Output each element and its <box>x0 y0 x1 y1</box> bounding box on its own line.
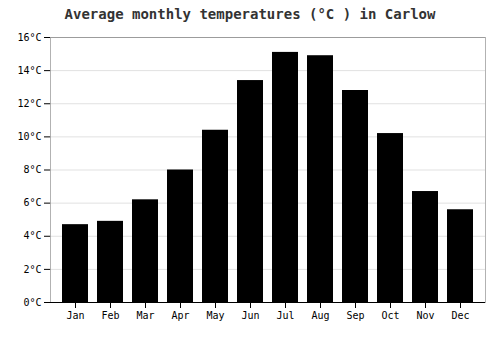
svg-text:May: May <box>206 310 224 321</box>
svg-text:8°C: 8°C <box>23 164 41 175</box>
svg-text:10°C: 10°C <box>17 131 41 142</box>
svg-text:Sep: Sep <box>346 310 364 321</box>
svg-text:6°C: 6°C <box>23 197 41 208</box>
svg-text:Jul: Jul <box>276 310 294 321</box>
svg-text:0°C: 0°C <box>23 297 41 308</box>
svg-text:2°C: 2°C <box>23 264 41 275</box>
svg-text:Oct: Oct <box>381 310 399 321</box>
svg-text:Mar: Mar <box>136 310 154 321</box>
html-text:Average monthly temperatures (: Average monthly temperatures (°C ) in Ca… <box>64 6 436 22</box>
svg-text:14°C: 14°C <box>17 65 41 76</box>
svg-text:Dec: Dec <box>451 310 469 321</box>
svg-text:Aug: Aug <box>311 310 329 321</box>
svg-text:12°C: 12°C <box>17 98 41 109</box>
svg-text:4°C: 4°C <box>23 230 41 241</box>
svg-text:Jan: Jan <box>66 310 84 321</box>
svg-text:Jun: Jun <box>241 310 259 321</box>
svg-text:16°C: 16°C <box>17 32 41 43</box>
svg-text:Apr: Apr <box>171 310 189 321</box>
svg-text:Feb: Feb <box>101 310 119 321</box>
svg-text:Nov: Nov <box>416 310 434 321</box>
